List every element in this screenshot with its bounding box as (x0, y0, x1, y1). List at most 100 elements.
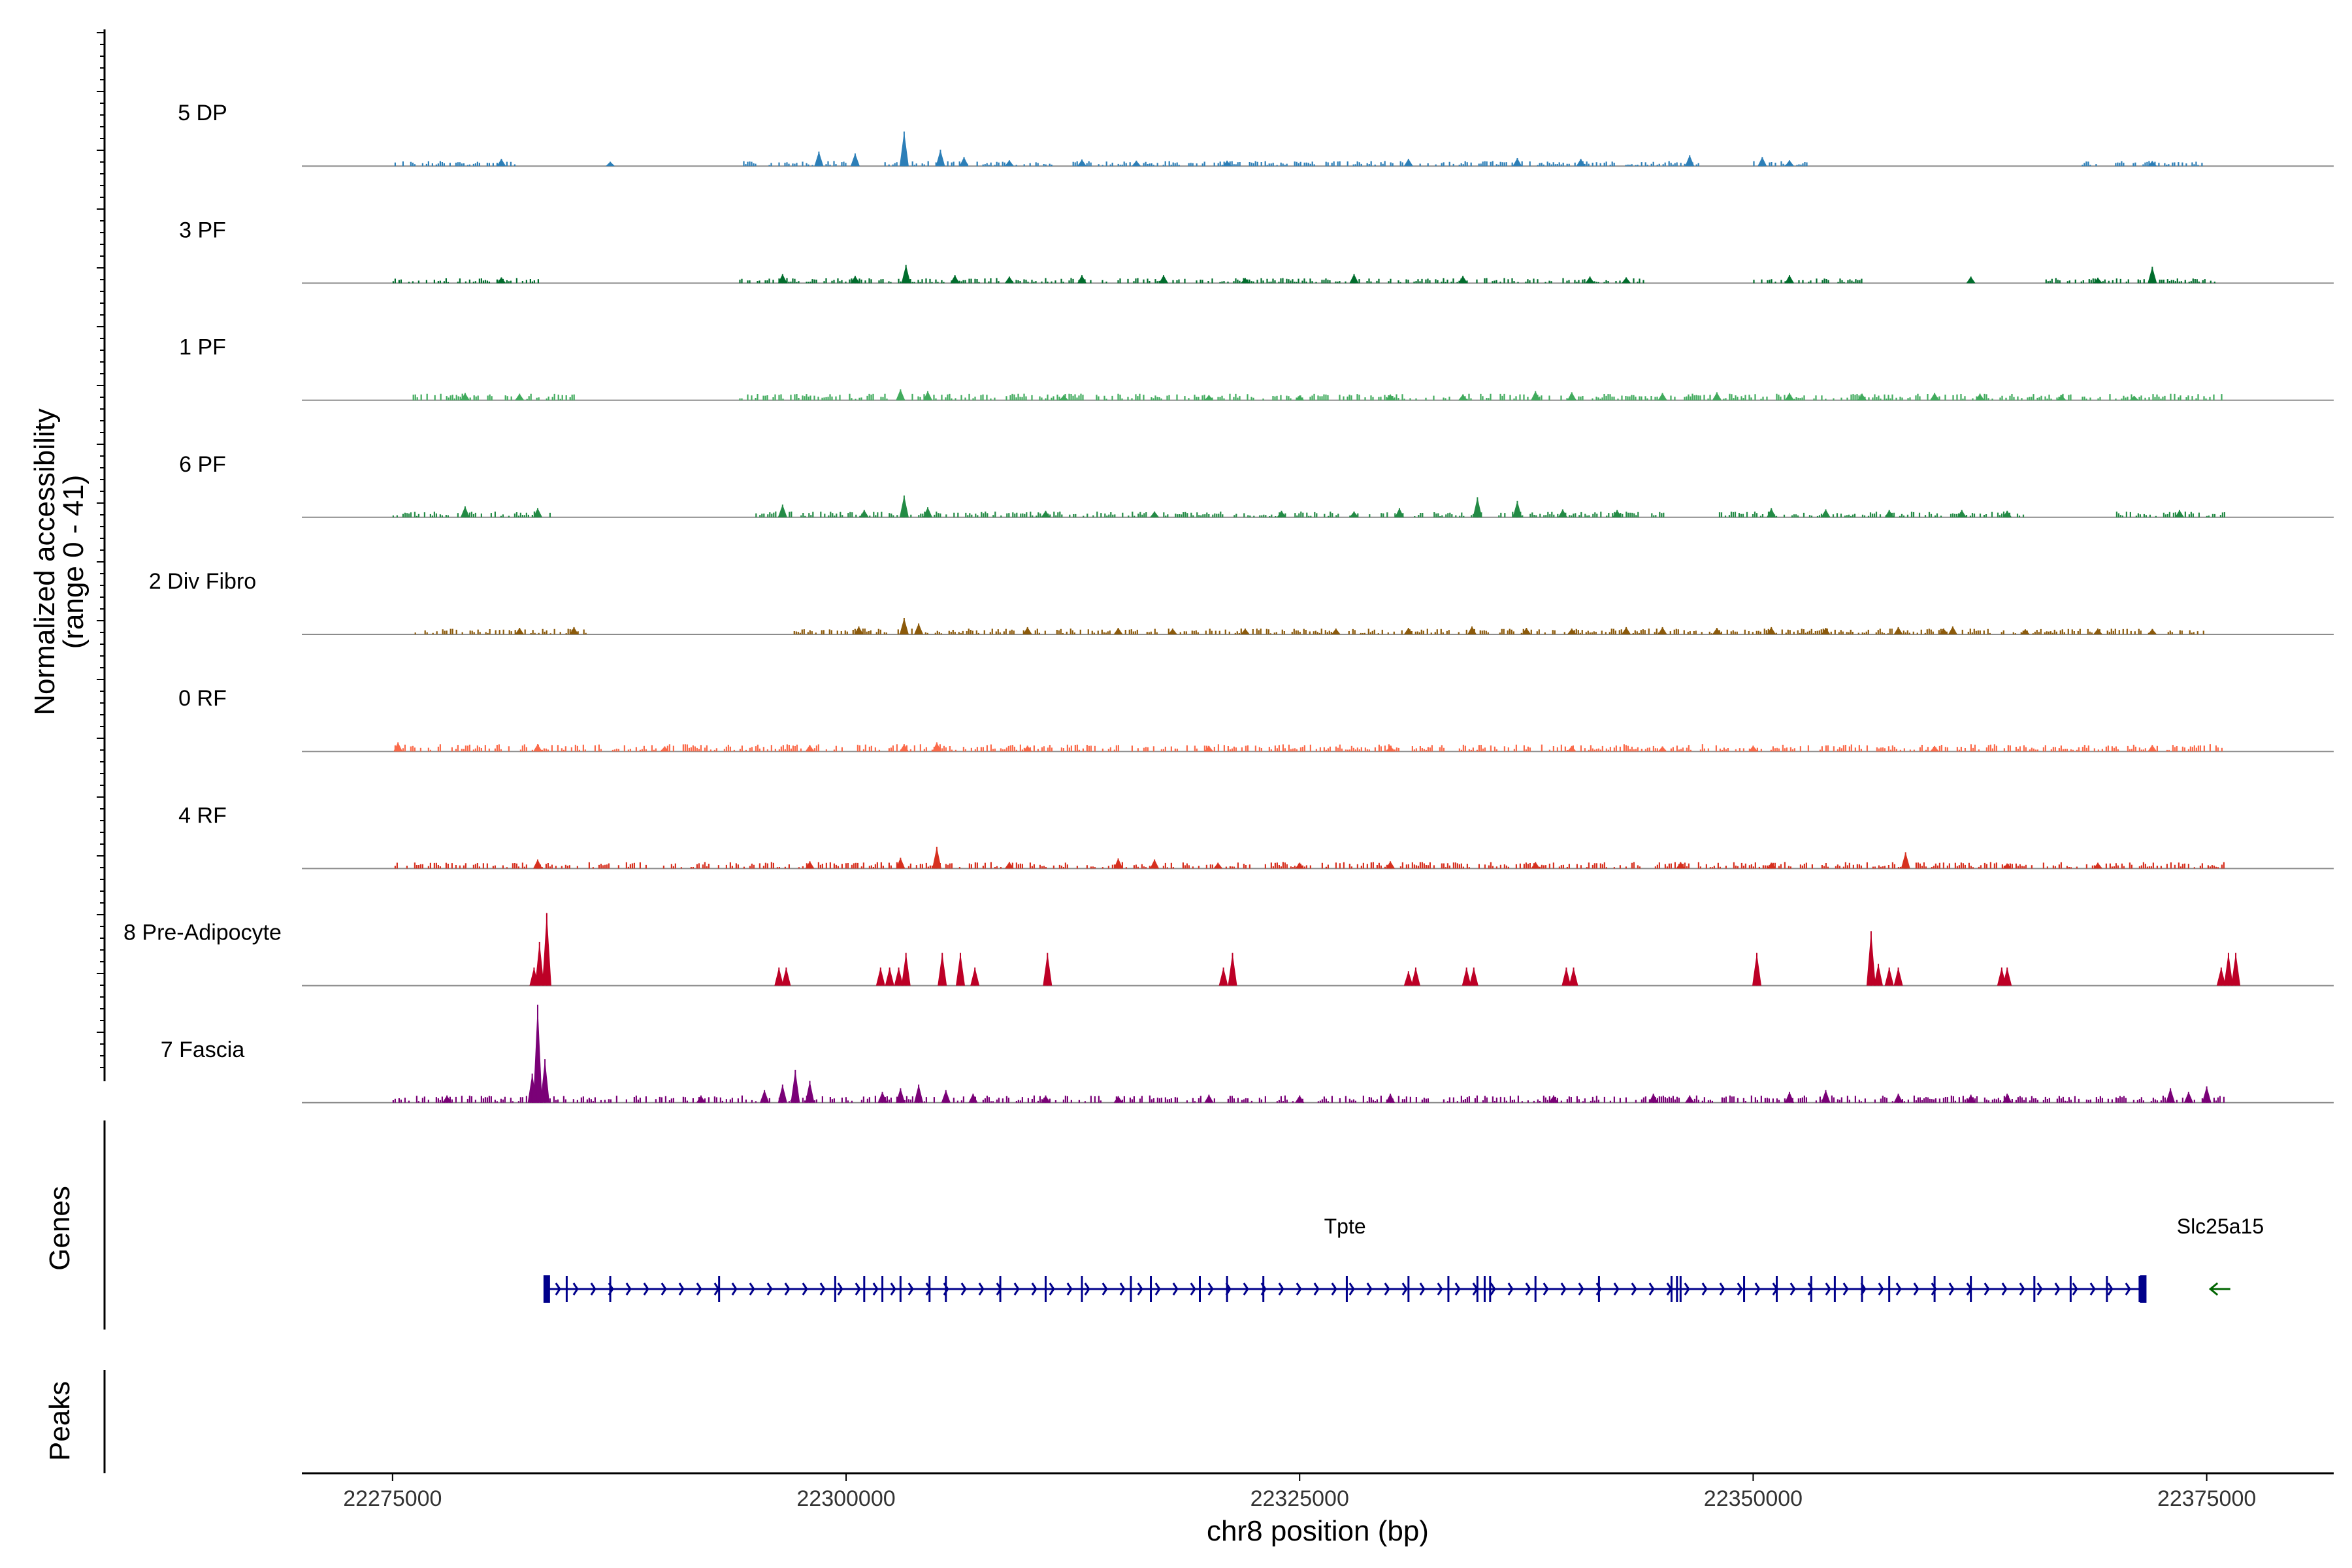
strand-arrow (1049, 1282, 1055, 1296)
coverage-noise (412, 393, 2223, 400)
x-tick-label: 22375000 (2157, 1486, 2256, 1511)
coverage-noise (392, 1095, 2225, 1103)
track-3-pf: 3 PF (179, 218, 2334, 284)
coverage-noise (394, 862, 2225, 869)
strand-arrow (1737, 1282, 1743, 1296)
gene-start (543, 1275, 550, 1303)
gene-slc25a15: Slc25a15 (2177, 1215, 2264, 1296)
strand-arrow (1578, 1282, 1584, 1296)
genes-track-label: Genes (44, 1186, 76, 1271)
strand-arrow (1613, 1282, 1620, 1296)
strand-arrow (1419, 1282, 1426, 1296)
strand-arrow (1490, 1282, 1496, 1296)
track-label: 2 Div Fibro (149, 569, 256, 594)
strand-arrow (661, 1282, 667, 1296)
coverage-noise (392, 511, 2225, 517)
strand-arrow (837, 1282, 843, 1296)
strand-arrow (766, 1282, 773, 1296)
strand-arrow (1525, 1282, 1531, 1296)
y-axis (97, 29, 106, 1081)
track-label: 1 PF (179, 335, 226, 360)
strand-arrow (731, 1282, 738, 1296)
strand-arrow (1895, 1282, 1902, 1296)
track-label: 8 Pre-Adipocyte (123, 921, 282, 945)
strand-arrow (1684, 1282, 1690, 1296)
coverage-noise (392, 278, 2215, 284)
strand-arrow (1102, 1282, 1108, 1296)
strand-arrow (1595, 1282, 1602, 1296)
track-0-rf: 0 RF (178, 686, 2334, 753)
strand-arrow (2001, 1282, 2008, 1296)
strand-arrow (2208, 1282, 2219, 1296)
strand-arrow (1154, 1282, 1161, 1296)
strand-arrow (890, 1282, 896, 1296)
strand-arrow (678, 1282, 685, 1296)
strand-arrow (1066, 1282, 1073, 1296)
strand-arrow (572, 1282, 579, 1296)
strand-arrow (907, 1282, 914, 1296)
strand-arrow (1507, 1282, 1514, 1296)
strand-arrow (1031, 1282, 1037, 1296)
strand-arrow (1543, 1282, 1549, 1296)
strand-arrow (1313, 1282, 1320, 1296)
strand-arrow (2054, 1282, 2061, 1296)
track-label: 5 DP (178, 101, 227, 125)
strand-arrow (802, 1282, 808, 1296)
strand-arrow (2125, 1282, 2131, 1296)
strand-arrow (1984, 1282, 1990, 1296)
strand-arrow (1278, 1282, 1284, 1296)
strand-arrow (590, 1282, 596, 1296)
coverage-tracks: 5 DP 3 PF 1 PF 6 PF 2 Div Fibro 0 RF 4 RF 8 Pre… (123, 101, 2334, 1103)
y-axis-label-range: (range 0 - 41) (57, 475, 90, 649)
strand-arrow (1842, 1282, 1849, 1296)
strand-arrow (1878, 1282, 1884, 1296)
track-5-dp: 5 DP (178, 101, 2334, 167)
x-tick-label: 22275000 (343, 1486, 442, 1511)
strand-arrow (1789, 1282, 1796, 1296)
strand-arrow (1719, 1282, 1725, 1296)
strand-arrow (1648, 1282, 1655, 1296)
x-tick-label: 22325000 (1250, 1486, 1349, 1511)
strand-arrow (1119, 1282, 1126, 1296)
strand-arrow (625, 1282, 632, 1296)
gene-label: Slc25a15 (2177, 1215, 2264, 1238)
strand-arrow (1948, 1282, 1955, 1296)
track-1-pf: 1 PF (179, 335, 2334, 401)
gene-tpte: Tpte (543, 1215, 2147, 1303)
x-axis-label: chr8 position (bp) (1207, 1515, 1429, 1547)
coverage-noise (394, 744, 2223, 752)
strand-arrow (1401, 1282, 1408, 1296)
x-tick-label: 22350000 (1704, 1486, 1803, 1511)
x-tick-label: 22300000 (796, 1486, 895, 1511)
strand-arrow (749, 1282, 755, 1296)
strand-arrow (1348, 1282, 1355, 1296)
strand-arrow (1913, 1282, 1919, 1296)
strand-arrow (1437, 1282, 1443, 1296)
strand-arrow (1754, 1282, 1761, 1296)
strand-arrow (819, 1282, 826, 1296)
coverage-noise (414, 629, 2204, 634)
strand-arrow (1366, 1282, 1373, 1296)
strand-arrow (1190, 1282, 1196, 1296)
strand-arrow (855, 1282, 861, 1296)
x-axis: 22275000 22300000 22325000 22350000 22375000 (302, 1472, 2334, 1511)
track-7-fascia: 7 Fascia (161, 1004, 2334, 1103)
gene-track: Tpte Slc25a15 (103, 1120, 2264, 1473)
strand-arrow (2036, 1282, 2043, 1296)
strand-arrow (2089, 1282, 2096, 1296)
track-label: 7 Fascia (161, 1037, 245, 1062)
track-2-div-fibro: 2 Div Fibro (149, 569, 2334, 635)
strand-arrow (872, 1282, 879, 1296)
track-label: 0 RF (178, 686, 227, 711)
track-label: 6 PF (179, 452, 226, 477)
strand-arrow (1631, 1282, 1637, 1296)
strand-arrow (1331, 1282, 1337, 1296)
strand-arrow (1560, 1282, 1567, 1296)
strand-arrow (1931, 1282, 1937, 1296)
track-4-rf: 4 RF (178, 803, 2334, 870)
strand-arrow (1084, 1282, 1090, 1296)
strand-arrow (2107, 1282, 2114, 1296)
y-axis-label: Normalized accessibility (29, 408, 61, 715)
strand-arrow (960, 1282, 967, 1296)
